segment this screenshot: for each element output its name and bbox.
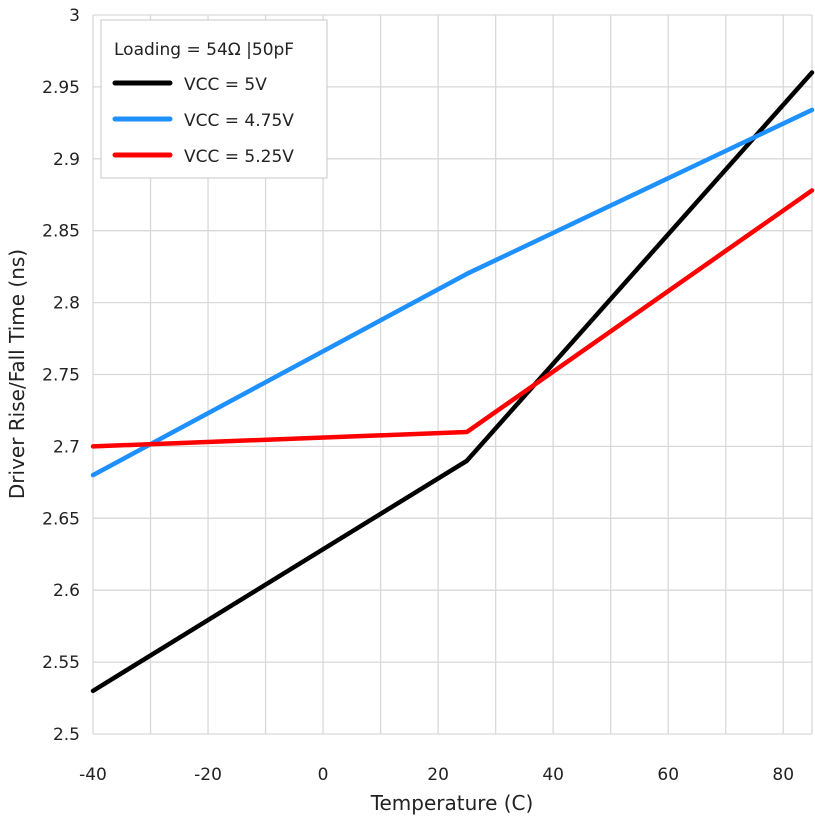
y-tick-label: 2.65 bbox=[42, 509, 80, 529]
y-axis-label: Driver Rise/Fall Time (ns) bbox=[5, 249, 29, 499]
legend-title: Loading = 54Ω |50pF bbox=[114, 40, 294, 60]
y-tick-label: 2.8 bbox=[53, 294, 80, 314]
y-tick-label: 2.5 bbox=[53, 725, 80, 745]
y-tick-label: 2.75 bbox=[42, 366, 80, 386]
x-tick-label: 80 bbox=[772, 765, 794, 785]
legend-box bbox=[100, 19, 328, 179]
x-tick-label: -40 bbox=[79, 765, 107, 785]
x-tick-label: -20 bbox=[194, 765, 222, 785]
series-line bbox=[90, 188, 815, 449]
legend-entry: VCC = 4.75V bbox=[184, 111, 294, 131]
y-tick-label: 2.85 bbox=[42, 222, 80, 242]
legend: Loading = 54Ω |50pF VCC = 5V VCC = 4.75V V… bbox=[100, 19, 328, 179]
x-tick-label: 0 bbox=[318, 765, 329, 785]
x-tick-labels: -40 -20 0 20 40 60 80 bbox=[79, 765, 794, 785]
y-tick-label: 2.9 bbox=[53, 150, 80, 170]
x-tick-label: 60 bbox=[657, 765, 679, 785]
x-tick-label: 40 bbox=[542, 765, 564, 785]
y-tick-label: 2.95 bbox=[42, 78, 80, 98]
x-tick-label: 20 bbox=[427, 765, 449, 785]
y-tick-label: 2.6 bbox=[53, 581, 80, 601]
y-tick-label: 2.7 bbox=[53, 437, 80, 457]
grid bbox=[92, 14, 813, 735]
series-line bbox=[90, 70, 815, 694]
series-lines bbox=[90, 70, 815, 694]
y-tick-label: 2.55 bbox=[42, 653, 80, 673]
x-axis-label: Temperature (C) bbox=[370, 791, 534, 815]
y-tick-labels: 2.5 2.55 2.6 2.65 2.7 2.75 2.8 2.85 2.9 2.95 3 bbox=[42, 6, 80, 745]
series-line bbox=[90, 107, 815, 478]
legend-entry: VCC = 5V bbox=[184, 75, 267, 95]
y-tick-label: 3 bbox=[69, 6, 80, 26]
legend-entry: VCC = 5.25V bbox=[184, 147, 294, 167]
